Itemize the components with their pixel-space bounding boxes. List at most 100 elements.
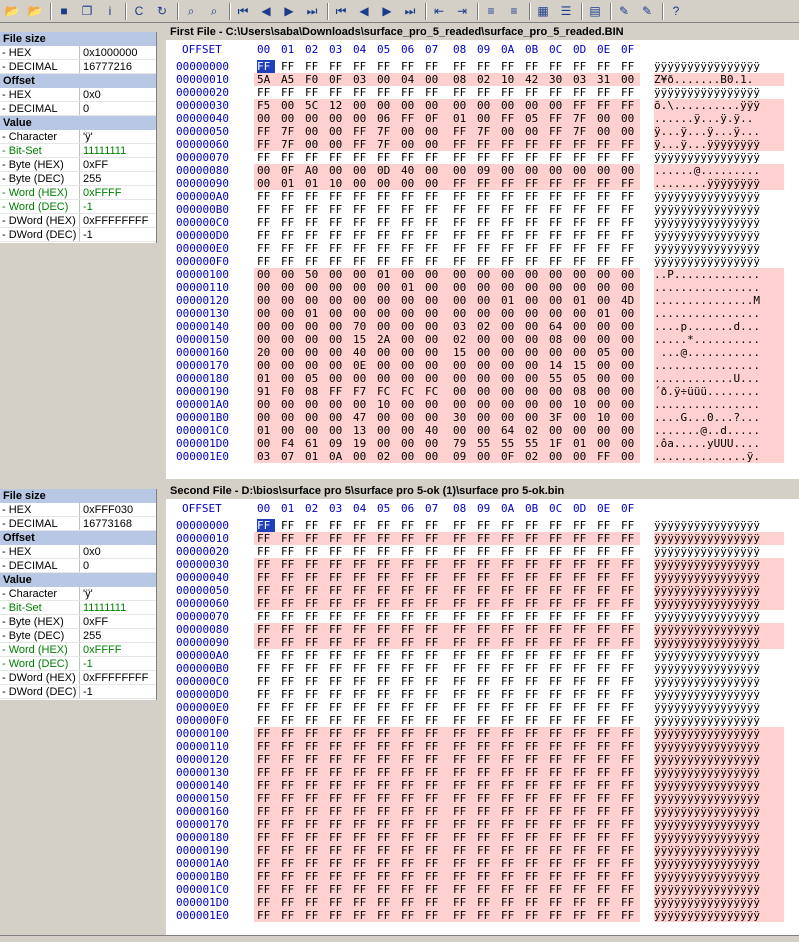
hex-byte[interactable]: 00: [621, 450, 635, 463]
hex-byte[interactable]: 00: [621, 112, 635, 125]
hex-byte[interactable]: FF: [525, 190, 539, 203]
hex-byte[interactable]: FF: [621, 229, 635, 242]
hex-byte[interactable]: 00: [477, 385, 491, 398]
hex-byte[interactable]: FF: [621, 558, 635, 571]
row-bytes[interactable]: 00 00 00 00 00 00 01 00 00 00 00 00 00 00 00 00: [254, 281, 640, 294]
hex-byte[interactable]: FF: [257, 571, 271, 584]
hex-row[interactable]: 000000D0 FF FF FF FF FF FF FF FF FF FF FF FF FF FF FF FF…: [166, 229, 799, 242]
hex-row[interactable]: 00000070 FF FF FF FF FF FF FF FF FF FF FF FF FF FF FF FF…: [166, 151, 799, 164]
hex-byte[interactable]: 00: [329, 333, 343, 346]
hex-byte[interactable]: FF: [573, 216, 587, 229]
hex-byte[interactable]: FF: [329, 584, 343, 597]
row-ascii[interactable]: ÿÿÿÿÿÿÿÿÿÿÿÿÿÿÿÿ: [654, 610, 760, 623]
hex-byte[interactable]: 7F: [573, 112, 587, 125]
hex-byte[interactable]: 15: [573, 359, 587, 372]
hex-byte[interactable]: FF: [353, 255, 367, 268]
hex-byte[interactable]: 00: [401, 424, 415, 437]
hex-row[interactable]: 000001E0 03 07 01 0A 00 02 00 00 09 00 0F 02 00 00 FF 00…: [166, 450, 799, 463]
hex-byte[interactable]: 00: [377, 281, 391, 294]
hex-byte[interactable]: 00: [401, 372, 415, 385]
layout-icon[interactable]: ▦: [537, 4, 549, 18]
hex-byte[interactable]: FF: [597, 597, 611, 610]
hex-byte[interactable]: FF: [525, 203, 539, 216]
row-ascii[interactable]: ....p.......d...: [654, 320, 784, 333]
hex-byte[interactable]: FF: [621, 177, 635, 190]
hex-byte[interactable]: FF: [573, 844, 587, 857]
hex-byte[interactable]: FF: [621, 151, 635, 164]
hex-byte[interactable]: FF: [477, 805, 491, 818]
hex-byte[interactable]: 02: [525, 450, 539, 463]
hex-byte[interactable]: FF: [525, 792, 539, 805]
hex-row[interactable]: 00000070 FF FF FF FF FF FF FF FF FF FF FF FF FF FF FF FF…: [166, 610, 799, 623]
row-ascii[interactable]: ÿÿÿÿÿÿÿÿÿÿÿÿÿÿÿÿ: [654, 86, 760, 99]
hex-row[interactable]: 00000030 FF FF FF FF FF FF FF FF FF FF FF FF FF FF FF FF…: [166, 558, 799, 571]
hex-view-second-file[interactable]: Second File - D:\bios\surface pro 5\surf…: [166, 483, 799, 935]
hex-byte[interactable]: FF: [377, 688, 391, 701]
hex-byte[interactable]: FF: [329, 779, 343, 792]
hex-byte[interactable]: 00: [377, 359, 391, 372]
hex-byte[interactable]: FF: [453, 597, 467, 610]
hex-byte[interactable]: FF: [549, 558, 563, 571]
align-left-icon[interactable]: ≡: [487, 4, 495, 18]
hex-byte[interactable]: 00: [597, 320, 611, 333]
hex-byte[interactable]: 7F: [573, 125, 587, 138]
hex-byte[interactable]: FF: [501, 86, 515, 99]
hex-row[interactable]: 00000120 FF FF FF FF FF FF FF FF FF FF FF FF FF FF FF FF…: [166, 753, 799, 766]
hex-byte[interactable]: FF: [549, 112, 563, 125]
property-row[interactable]: - Byte (DEC) 255: [0, 172, 156, 186]
hex-byte[interactable]: FF: [401, 753, 415, 766]
hex-byte[interactable]: 5C: [305, 99, 319, 112]
row-bytes[interactable]: FF FF FF FF FF FF FF FF FF FF FF FF FF FF FF FF: [254, 714, 640, 727]
row-bytes[interactable]: FF FF FF FF FF FF FF FF FF FF FF FF FF FF FF FF: [254, 779, 640, 792]
hex-byte[interactable]: 00: [257, 411, 271, 424]
hex-byte[interactable]: FF: [453, 545, 467, 558]
hex-byte[interactable]: FF: [281, 86, 295, 99]
hex-byte[interactable]: 00: [353, 398, 367, 411]
hex-byte[interactable]: 00: [501, 411, 515, 424]
hex-byte[interactable]: FF: [597, 792, 611, 805]
hex-byte[interactable]: FF: [573, 792, 587, 805]
hex-byte[interactable]: FF: [401, 701, 415, 714]
row-ascii[interactable]: ÿÿÿÿÿÿÿÿÿÿÿÿÿÿÿÿ: [654, 545, 760, 558]
hex-byte[interactable]: FF: [621, 545, 635, 558]
hex-byte[interactable]: 00: [281, 333, 295, 346]
row-bytes[interactable]: FF 7F 00 00 FF 7F 00 00 FF FF FF FF FF FF FF FF: [254, 138, 640, 151]
hex-byte[interactable]: 09: [453, 450, 467, 463]
hex-byte[interactable]: FF: [453, 623, 467, 636]
hex-byte[interactable]: FF: [525, 649, 539, 662]
row-ascii[interactable]: ÿÿÿÿÿÿÿÿÿÿÿÿÿÿÿÿ: [654, 883, 784, 896]
hex-byte[interactable]: FF: [501, 857, 515, 870]
hex-byte[interactable]: FF: [525, 545, 539, 558]
hex-byte[interactable]: FF: [621, 649, 635, 662]
hex-byte[interactable]: 00: [597, 112, 611, 125]
hex-byte[interactable]: FF: [329, 896, 343, 909]
row-bytes[interactable]: FF FF FF FF FF FF FF FF FF FF FF FF FF FF FF FF: [254, 636, 640, 649]
hex-byte[interactable]: FF: [573, 190, 587, 203]
hex-byte[interactable]: 0F: [281, 164, 295, 177]
hex-byte[interactable]: FF: [453, 177, 467, 190]
hex-byte[interactable]: 00: [477, 398, 491, 411]
next-block-icon[interactable]: ▶: [382, 4, 392, 18]
hex-byte[interactable]: 01: [305, 307, 319, 320]
hex-byte[interactable]: 00: [573, 281, 587, 294]
hex-byte[interactable]: 02: [477, 320, 491, 333]
hex-byte[interactable]: 00: [401, 320, 415, 333]
hex-byte[interactable]: FF: [425, 255, 439, 268]
hex-byte[interactable]: 00: [305, 398, 319, 411]
hex-byte[interactable]: FF: [353, 571, 367, 584]
hex-byte[interactable]: FF: [525, 255, 539, 268]
hex-byte[interactable]: FF: [573, 896, 587, 909]
hex-byte[interactable]: 00: [477, 346, 491, 359]
hex-byte[interactable]: 64: [501, 424, 515, 437]
hex-byte[interactable]: 0F: [329, 73, 343, 86]
hex-byte[interactable]: 00: [401, 99, 415, 112]
hex-row[interactable]: 00000130 FF FF FF FF FF FF FF FF FF FF FF FF FF FF FF FF…: [166, 766, 799, 779]
hex-byte[interactable]: FF: [281, 216, 295, 229]
hex-byte[interactable]: FF: [329, 805, 343, 818]
property-row[interactable]: - DWord (HEX) 0xFFFFFFFF: [0, 214, 156, 228]
hex-byte[interactable]: 00: [453, 281, 467, 294]
hex-byte[interactable]: FF: [401, 896, 415, 909]
hex-byte[interactable]: FF: [281, 870, 295, 883]
hex-byte[interactable]: FF: [281, 857, 295, 870]
hex-byte[interactable]: FF: [549, 203, 563, 216]
